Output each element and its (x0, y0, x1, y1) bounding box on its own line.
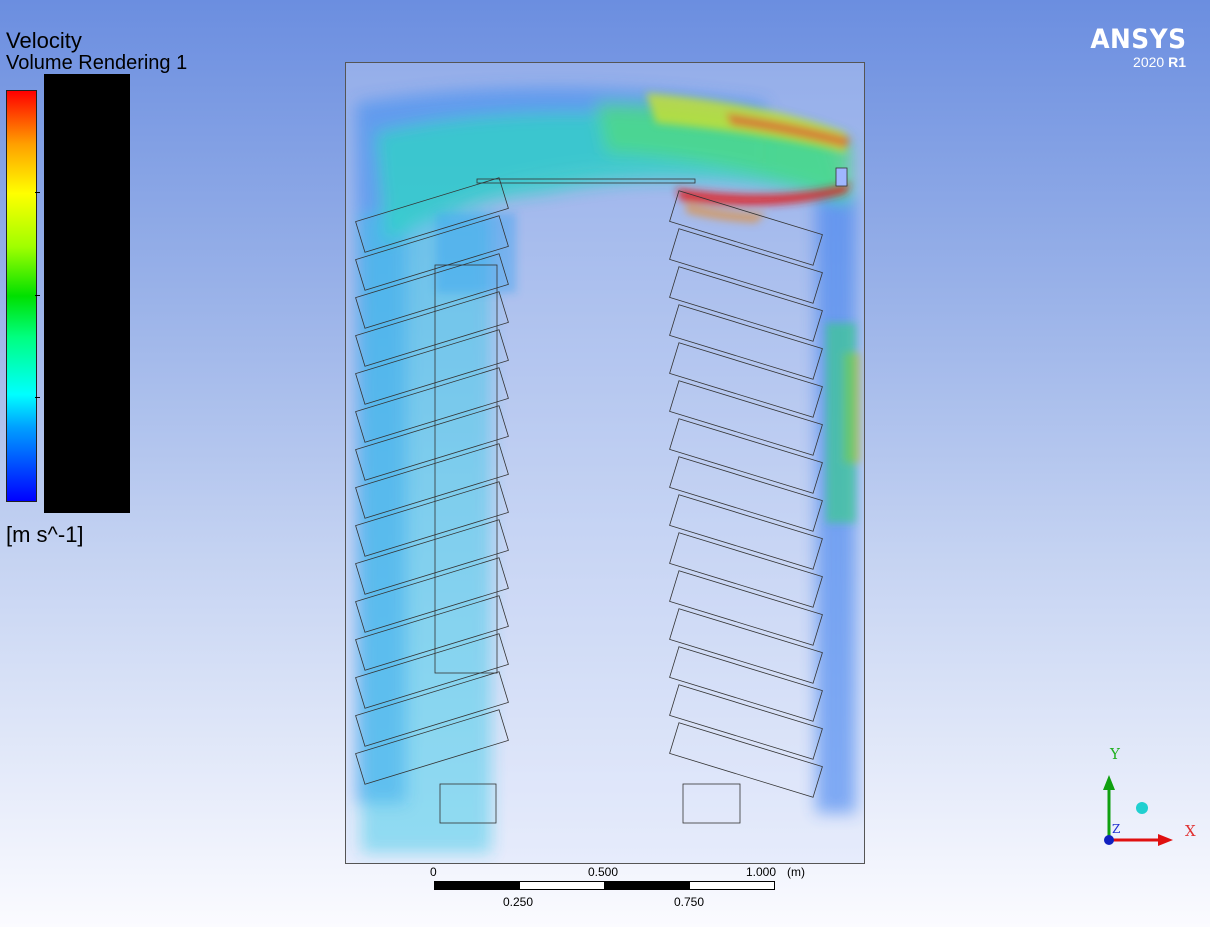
scale-label: 0 (430, 865, 437, 879)
legend-title: Velocity Volume Rendering 1 (6, 28, 188, 74)
rack-right (669, 570, 823, 646)
rack-right (669, 646, 823, 722)
scale-label: 0.750 (674, 895, 705, 909)
rack-right (669, 532, 823, 608)
rack-left (355, 215, 509, 291)
rack-right (669, 342, 823, 418)
legend-value-panel (44, 74, 130, 513)
rack-right (669, 456, 823, 532)
rack-right (669, 380, 823, 456)
rack-left (355, 291, 509, 367)
baffle-plate (476, 178, 696, 184)
logo-version: 2020 R1 (1133, 54, 1186, 70)
rack-left (355, 481, 509, 557)
x-axis-label: X (1185, 822, 1196, 840)
left-vertical-duct (434, 264, 498, 674)
color-scale-bar (6, 90, 37, 502)
scale-segment (519, 881, 605, 890)
x-axis-arrow-icon (1158, 834, 1173, 846)
rack-left (355, 367, 509, 443)
scale-segment (434, 881, 520, 890)
ansys-logo: ANSYS 2020 R1 (1082, 26, 1186, 70)
outlet-port (835, 167, 848, 187)
velocity-volume-rendering (355, 88, 860, 853)
logo-brand: ANSYS (1089, 24, 1186, 55)
legend-variable: Velocity (6, 28, 82, 53)
rack-left (355, 253, 509, 329)
scale-label: 0.500 (588, 865, 619, 879)
scale-unit: (m) (787, 865, 805, 879)
z-axis-label: Z (1112, 822, 1121, 836)
left-floor-box (439, 783, 497, 824)
rack-left (355, 519, 509, 595)
scale-segment (689, 881, 775, 890)
rack-left (355, 405, 509, 481)
rack-left (355, 595, 509, 671)
rack-right (669, 418, 823, 494)
left-rack-group (355, 177, 509, 824)
rack-right (669, 266, 823, 342)
y-axis-label: Y (1110, 745, 1120, 763)
rack-left (355, 633, 509, 709)
axis-triad: Y X Z (1090, 740, 1210, 860)
z-axis-dot-icon (1104, 835, 1114, 845)
rack-left (355, 709, 509, 785)
y-axis-arrow-icon (1103, 775, 1115, 790)
color-scale-tick (35, 295, 40, 296)
rack-right (669, 190, 823, 266)
rack-right (669, 608, 823, 684)
rack-right (669, 304, 823, 380)
rack-right (669, 684, 823, 760)
color-scale-tick (35, 192, 40, 193)
simulation-viewport[interactable] (345, 62, 865, 864)
rack-left (355, 443, 509, 519)
rack-left (355, 557, 509, 633)
right-rack-group (669, 190, 823, 824)
view-sphere-icon (1136, 802, 1148, 814)
legend-subtitle: Volume Rendering 1 (6, 52, 188, 74)
rack-right (669, 494, 823, 570)
scale-label: 0.250 (503, 895, 534, 909)
rack-right (669, 722, 823, 798)
right-floor-box (682, 783, 741, 824)
scale-label: 1.000 (746, 865, 777, 879)
rack-left (355, 329, 509, 405)
legend-units: [m s^-1] (6, 522, 84, 547)
color-scale-tick (35, 397, 40, 398)
scale-segment (604, 881, 690, 890)
length-scale-bar: 0 0.500 1.000 (m) 0.250 0.750 (430, 862, 810, 912)
rack-left (355, 671, 509, 747)
rack-right (669, 228, 823, 304)
rack-left (355, 177, 509, 253)
